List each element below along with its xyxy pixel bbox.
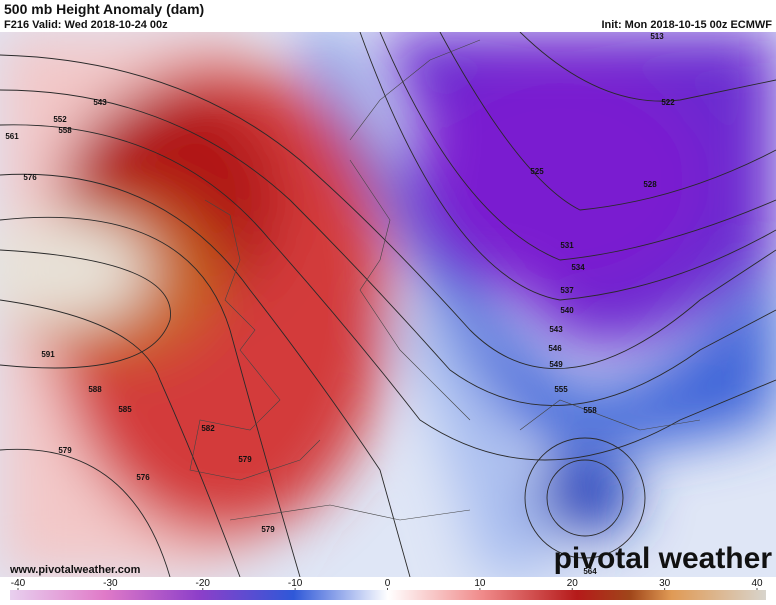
contour-label: 591 xyxy=(41,350,55,359)
contours xyxy=(0,32,776,577)
contour-label: 555 xyxy=(554,385,568,394)
website: www.pivotalweather.com xyxy=(9,564,141,576)
title: 500 mb Height Anomaly (dam) xyxy=(4,1,204,17)
contour-label: 558 xyxy=(58,126,72,135)
contour-label: 579 xyxy=(261,525,275,534)
contour-label: 522 xyxy=(661,98,675,107)
contour-label: 579 xyxy=(58,446,72,455)
contour-label: 531 xyxy=(560,241,574,250)
init-time: Init: Mon 2018-10-15 00z ECMWF xyxy=(601,19,772,31)
colorbar-tick-label: -10 xyxy=(288,578,303,589)
contour-label: 525 xyxy=(530,167,544,176)
colorbar-tick-label: -40 xyxy=(11,578,26,589)
contour-label: 543 xyxy=(93,98,107,107)
contour-label: 558 xyxy=(583,406,597,415)
dynamic: 543 552 558 561 576 591 588 585 582 579 579 576 579 5… xyxy=(5,32,763,590)
contour-label: 540 xyxy=(560,306,574,315)
contour-label: 582 xyxy=(201,424,215,433)
contour-label: 561 xyxy=(5,132,19,141)
contour-label: 513 xyxy=(650,32,664,41)
colorbar-tick-label: 40 xyxy=(751,578,763,589)
contour-label: 552 xyxy=(53,115,67,124)
contour-label: 576 xyxy=(23,173,37,182)
colorbar-tick-label: 30 xyxy=(659,578,671,589)
map xyxy=(0,32,776,577)
contour-label: 585 xyxy=(118,405,132,414)
contour-label: 537 xyxy=(560,286,574,295)
contour-label: 546 xyxy=(548,344,562,353)
contour-label: 534 xyxy=(571,263,585,272)
colorbar-tick-label: -30 xyxy=(103,578,118,589)
valid-time: F216 Valid: Wed 2018-10-24 00z xyxy=(4,19,168,31)
coastlines xyxy=(189,39,701,521)
contour-label: 579 xyxy=(238,455,252,464)
colorbar-tick-label: 0 xyxy=(385,578,391,589)
contour-label: 564 xyxy=(583,567,597,576)
colorbar-tick-label: 10 xyxy=(474,578,486,589)
contour-label: 543 xyxy=(549,325,563,334)
colorbar-tick-label: 20 xyxy=(567,578,579,589)
contour-label: 549 xyxy=(549,360,563,369)
contour-label: 576 xyxy=(136,473,150,482)
logo: pivotal weather xyxy=(554,542,773,575)
contour-label: 588 xyxy=(88,385,102,394)
contour-label: 528 xyxy=(643,180,657,189)
colorbar-tick-label: -20 xyxy=(196,578,211,589)
colorbar xyxy=(10,590,766,600)
